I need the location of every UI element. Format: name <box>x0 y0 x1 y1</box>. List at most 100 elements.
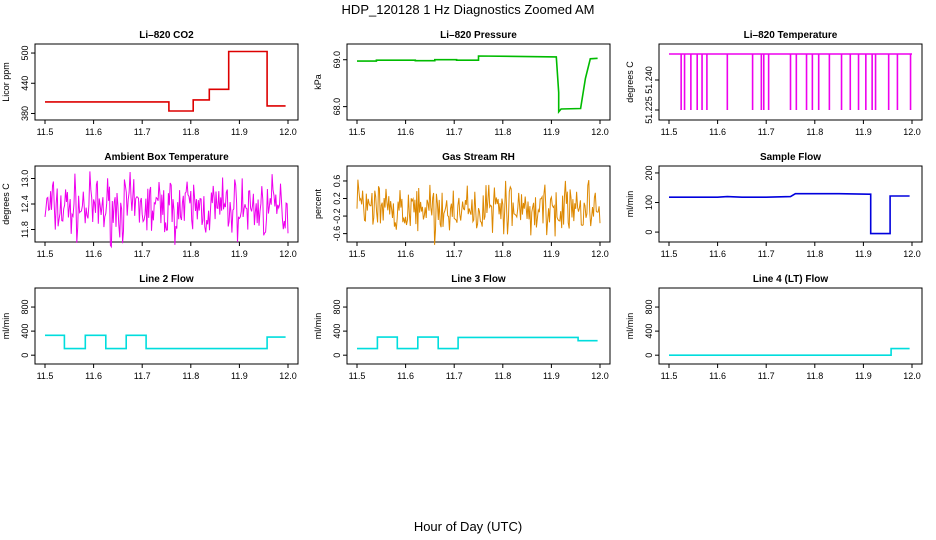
y-tick-label: 12.4 <box>20 195 30 213</box>
x-tick-label: 11.8 <box>806 127 823 137</box>
x-tick-label: 11.7 <box>446 127 463 137</box>
y-axis-label: ml/min <box>625 313 635 340</box>
panel-title: Line 2 Flow <box>139 274 194 285</box>
x-tick-label: 11.8 <box>494 371 511 381</box>
x-tick-label: 11.8 <box>182 249 199 259</box>
y-tick-label: 0 <box>644 353 654 358</box>
panel-6: Sample Flow 11.5 11.6 11.7 11.8 11.9 12.0 0 100 2… <box>625 152 923 259</box>
x-tick-label: 11.9 <box>543 127 560 137</box>
x-tick-label: 11.6 <box>397 249 414 259</box>
y-tick-label: 51.225 <box>644 96 654 124</box>
x-tick-label: 11.9 <box>543 249 560 259</box>
y-tick-label: 400 <box>20 324 30 339</box>
x-tick-label: 11.9 <box>543 371 560 381</box>
x-tick-label: 11.9 <box>231 371 248 381</box>
x-tick-label: 11.9 <box>231 249 248 259</box>
y-tick-label: 440 <box>20 76 30 91</box>
figure-title: HDP_120128 1 Hz Diagnostics Zoomed AM <box>342 2 595 17</box>
plot-frame <box>34 43 299 121</box>
x-tick-label: 12.0 <box>279 127 297 137</box>
x-tick-label: 11.8 <box>806 371 823 381</box>
x-tick-label: 11.5 <box>349 127 366 137</box>
panel-grid: Li–820 CO2 11.5 11.6 11.7 11.8 11.9 12.0 380 440… <box>1 30 923 381</box>
x-tick-label: 11.5 <box>661 127 678 137</box>
y-tick-label: 0 <box>20 353 30 358</box>
panel-2: Li–820 Pressure 11.5 11.6 11.7 11.8 11.9 12.0 6… <box>313 30 611 137</box>
y-axis-label: ml/min <box>313 313 323 340</box>
panel-title: Li–820 Pressure <box>440 30 517 41</box>
x-tick-label: 11.6 <box>85 127 102 137</box>
y-tick-label: -0.6 <box>332 226 342 242</box>
y-tick-label: 11.8 <box>20 221 30 238</box>
x-tick-label: 11.6 <box>709 127 726 137</box>
panel-title: Sample Flow <box>760 152 821 163</box>
x-tick-label: 11.5 <box>349 371 366 381</box>
panel-7: Line 2 Flow 11.5 11.6 11.7 11.8 11.9 12.0 0 400 8… <box>1 274 299 381</box>
x-tick-label: 11.8 <box>806 249 823 259</box>
x-tick-label: 11.9 <box>231 127 248 137</box>
x-tick-label: 11.7 <box>446 249 463 259</box>
panel-8: Line 3 Flow 11.5 11.6 11.7 11.8 11.9 12.0 0 400 8… <box>313 274 611 381</box>
y-axis-label: percent <box>313 188 323 219</box>
y-tick-label: 0.2 <box>332 192 342 205</box>
x-tick-label: 11.7 <box>446 371 463 381</box>
series-line <box>357 55 598 114</box>
panel-4: Ambient Box Temperature 11.5 11.6 11.7 11.8 1… <box>1 152 299 259</box>
panel-title: Gas Stream RH <box>442 152 515 163</box>
y-tick-label: 0 <box>644 230 654 235</box>
x-tick-label: 12.0 <box>903 371 921 381</box>
x-tick-label: 11.6 <box>397 371 414 381</box>
plot-frame <box>346 43 611 121</box>
y-axis-label: degrees C <box>625 61 635 103</box>
panel-9: Line 4 (LT) Flow 11.5 11.6 11.7 11.8 11.9 12.0… <box>625 274 923 381</box>
x-tick-label: 11.7 <box>134 249 151 259</box>
y-tick-label: 400 <box>644 324 654 339</box>
y-tick-label: 100 <box>644 195 654 210</box>
plot-frame <box>346 165 611 243</box>
x-tick-label: 12.0 <box>279 249 297 259</box>
panel-5: Gas Stream RH 11.5 11.6 11.7 11.8 11.9 12.0 -0.… <box>313 152 611 259</box>
x-tick-label: 11.6 <box>397 127 414 137</box>
y-axis-label: degrees C <box>1 183 11 225</box>
y-tick-label: -0.2 <box>332 208 342 224</box>
panel-title: Line 4 (LT) Flow <box>753 274 829 285</box>
y-axis-label: ml/min <box>1 313 11 340</box>
plot-frame <box>658 43 923 121</box>
x-tick-label: 12.0 <box>903 127 921 137</box>
x-tick-label: 12.0 <box>591 127 609 137</box>
y-axis-label: kPa <box>313 74 323 90</box>
x-tick-label: 11.5 <box>37 249 54 259</box>
x-tick-label: 11.6 <box>709 371 726 381</box>
y-axis-label: Licor ppm <box>1 62 11 102</box>
plot-frame <box>34 287 299 365</box>
panel-title: Li–820 Temperature <box>744 30 838 41</box>
x-tick-label: 11.5 <box>37 371 54 381</box>
x-tick-label: 11.5 <box>661 371 678 381</box>
plot-frame <box>658 165 923 243</box>
panel-title: Ambient Box Temperature <box>104 152 229 163</box>
x-tick-label: 11.8 <box>494 249 511 259</box>
series-noise <box>44 171 289 249</box>
x-tick-label: 11.6 <box>85 371 102 381</box>
x-tick-label: 11.6 <box>709 249 726 259</box>
y-tick-label: 68.0 <box>332 98 342 116</box>
x-tick-label: 11.6 <box>85 249 102 259</box>
x-tick-label: 11.9 <box>855 249 872 259</box>
x-tick-label: 11.7 <box>758 127 775 137</box>
x-tick-label: 11.8 <box>182 127 199 137</box>
panel-title: Line 3 Flow <box>451 274 506 285</box>
plot-frame <box>658 287 923 365</box>
x-tick-label: 12.0 <box>591 371 609 381</box>
x-tick-label: 11.7 <box>758 371 775 381</box>
series-line <box>669 192 910 235</box>
x-tick-label: 11.7 <box>134 127 151 137</box>
x-tick-label: 11.9 <box>855 371 872 381</box>
series-line <box>669 347 910 357</box>
plot-frame <box>346 287 611 365</box>
y-tick-label: 0 <box>332 353 342 358</box>
y-tick-label: 800 <box>20 300 30 315</box>
y-tick-label: 800 <box>332 300 342 315</box>
y-tick-label: 69.0 <box>332 51 342 69</box>
y-tick-label: 800 <box>644 300 654 315</box>
